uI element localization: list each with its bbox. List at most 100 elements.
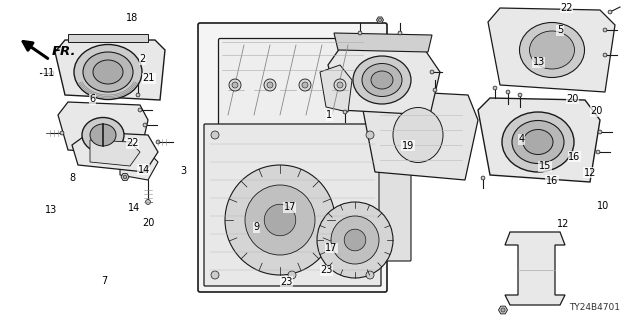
Polygon shape: [120, 152, 158, 180]
Circle shape: [366, 271, 374, 279]
Text: 22: 22: [126, 138, 139, 148]
FancyBboxPatch shape: [218, 38, 371, 126]
Text: 20: 20: [142, 218, 154, 228]
Polygon shape: [328, 48, 440, 115]
Circle shape: [156, 140, 160, 144]
Circle shape: [433, 88, 437, 92]
Circle shape: [603, 53, 607, 57]
Circle shape: [344, 229, 366, 251]
Circle shape: [50, 71, 54, 75]
Text: 2: 2: [140, 54, 146, 64]
Circle shape: [598, 130, 602, 134]
Circle shape: [603, 28, 607, 32]
Ellipse shape: [371, 71, 393, 89]
Text: 23: 23: [320, 265, 332, 276]
Ellipse shape: [502, 112, 574, 172]
Circle shape: [211, 131, 219, 139]
Text: 6: 6: [90, 94, 96, 104]
Text: 15: 15: [539, 161, 551, 172]
Text: 23: 23: [280, 276, 292, 287]
Circle shape: [245, 185, 315, 255]
Circle shape: [398, 31, 402, 35]
Circle shape: [317, 202, 393, 278]
Circle shape: [136, 93, 140, 97]
Ellipse shape: [523, 130, 553, 155]
Text: 7: 7: [101, 276, 108, 286]
Text: 9: 9: [253, 222, 260, 232]
Polygon shape: [478, 98, 600, 182]
Circle shape: [124, 175, 127, 179]
Circle shape: [145, 200, 150, 204]
Circle shape: [143, 123, 147, 127]
Circle shape: [302, 82, 308, 88]
Text: 12: 12: [584, 168, 596, 178]
Circle shape: [264, 79, 276, 91]
Polygon shape: [55, 40, 165, 100]
Text: 14: 14: [128, 203, 140, 213]
Circle shape: [232, 82, 238, 88]
Polygon shape: [376, 17, 383, 23]
Polygon shape: [488, 8, 615, 92]
Circle shape: [501, 308, 505, 312]
Circle shape: [596, 150, 600, 154]
Circle shape: [608, 10, 612, 14]
Text: 5: 5: [557, 25, 563, 36]
Circle shape: [366, 131, 374, 139]
Polygon shape: [320, 65, 352, 112]
Polygon shape: [499, 306, 508, 314]
Circle shape: [331, 216, 379, 264]
Ellipse shape: [512, 121, 564, 164]
Circle shape: [267, 82, 273, 88]
Text: 11: 11: [43, 68, 55, 78]
Circle shape: [337, 82, 343, 88]
FancyBboxPatch shape: [379, 159, 411, 261]
Circle shape: [343, 110, 347, 114]
Ellipse shape: [353, 56, 411, 104]
Polygon shape: [90, 140, 140, 166]
Text: TY24B4701: TY24B4701: [569, 303, 620, 312]
Text: 18: 18: [126, 12, 138, 23]
Text: 1: 1: [326, 110, 333, 120]
Polygon shape: [362, 90, 478, 180]
Text: 10: 10: [596, 201, 609, 212]
FancyBboxPatch shape: [198, 23, 387, 292]
Text: 17: 17: [325, 243, 337, 253]
Circle shape: [358, 31, 362, 35]
Text: 13: 13: [45, 204, 57, 215]
Polygon shape: [121, 173, 129, 180]
Text: 13: 13: [532, 57, 545, 68]
Text: 14: 14: [138, 164, 150, 175]
Ellipse shape: [362, 63, 402, 97]
Text: 3: 3: [180, 166, 187, 176]
FancyBboxPatch shape: [68, 34, 148, 42]
Ellipse shape: [74, 44, 142, 100]
Polygon shape: [334, 33, 432, 52]
Text: 12: 12: [557, 219, 569, 229]
Text: 20: 20: [566, 93, 579, 104]
Text: 20: 20: [590, 106, 602, 116]
Circle shape: [264, 204, 296, 236]
Ellipse shape: [93, 60, 123, 84]
Ellipse shape: [82, 117, 124, 153]
Polygon shape: [72, 132, 158, 172]
Text: 4: 4: [518, 134, 525, 144]
Circle shape: [518, 93, 522, 97]
Circle shape: [334, 79, 346, 91]
Text: 16: 16: [568, 152, 580, 162]
Ellipse shape: [520, 22, 584, 77]
Circle shape: [288, 271, 296, 279]
Ellipse shape: [83, 52, 133, 92]
Text: 22: 22: [560, 3, 573, 13]
Circle shape: [493, 86, 497, 90]
Text: 17: 17: [284, 202, 296, 212]
Text: 8: 8: [69, 172, 76, 183]
Circle shape: [481, 176, 485, 180]
Circle shape: [378, 19, 381, 21]
Circle shape: [211, 271, 219, 279]
FancyBboxPatch shape: [204, 124, 381, 286]
Circle shape: [138, 108, 142, 112]
Circle shape: [229, 79, 241, 91]
Ellipse shape: [90, 124, 116, 146]
Ellipse shape: [529, 31, 575, 69]
Text: 21: 21: [143, 73, 155, 84]
